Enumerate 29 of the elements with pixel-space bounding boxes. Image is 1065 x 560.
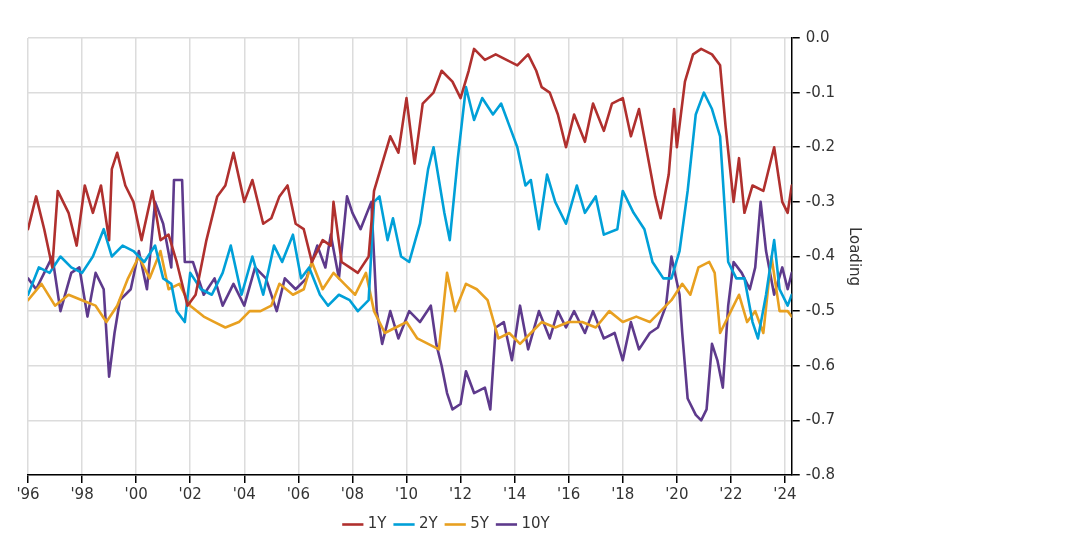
- y-tick-label: -0.7: [805, 410, 836, 429]
- x-tick-label: '04: [232, 484, 256, 503]
- y-axis-title: Loading: [846, 226, 865, 287]
- x-tick-label: '20: [665, 484, 689, 503]
- x-tick-label: '14: [503, 484, 527, 503]
- x-tick-label: '98: [70, 484, 94, 503]
- legend-label: 2Y: [419, 514, 439, 533]
- y-tick-label: -0.3: [805, 191, 836, 210]
- x-tick-label: '24: [773, 484, 797, 503]
- x-tick-label: '02: [178, 484, 202, 503]
- y-tick-label: 0.0: [805, 27, 830, 46]
- x-tick-label: '10: [394, 484, 419, 503]
- y-tick-label: -0.5: [805, 301, 836, 320]
- legend-label: 5Y: [470, 514, 490, 533]
- x-tick-label: '00: [124, 484, 148, 503]
- legend-label: 1Y: [367, 514, 388, 533]
- x-tick-label: '22: [719, 484, 743, 503]
- y-tick-label: -0.6: [805, 355, 836, 374]
- x-tick-label: '96: [16, 484, 40, 503]
- y-tick-label: -0.8: [805, 464, 836, 483]
- x-tick-label: '06: [286, 484, 310, 503]
- x-tick-label: '16: [557, 484, 581, 503]
- y-tick-label: -0.4: [805, 246, 836, 265]
- y-tick-label: -0.2: [805, 137, 836, 156]
- legend-label: 10Y: [521, 514, 551, 533]
- y-tick-label: -0.1: [805, 82, 836, 101]
- x-tick-label: '08: [340, 484, 365, 503]
- x-tick-label: '12: [448, 484, 473, 503]
- x-tick-label: '18: [611, 484, 635, 503]
